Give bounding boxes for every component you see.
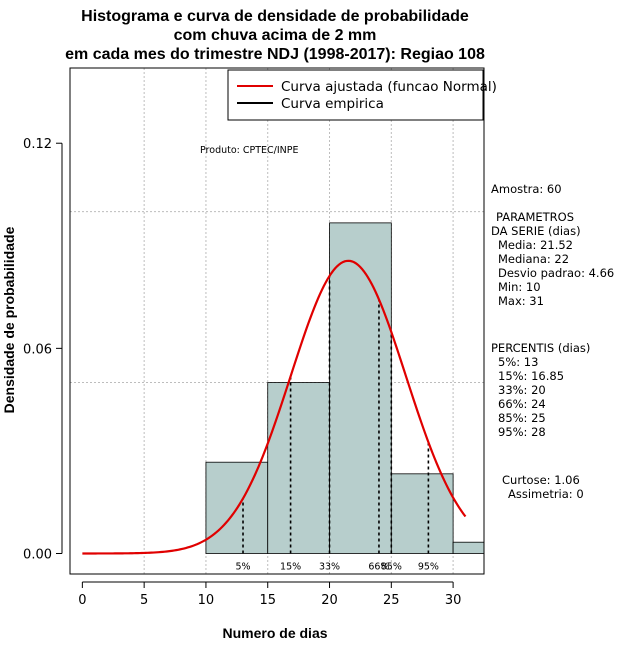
- stat-p33: 33%: 20: [498, 383, 546, 397]
- fitted-normal-curve: [82, 259, 467, 555]
- y-tick-label: 0.00: [23, 547, 52, 562]
- x-tick-label: 5: [140, 593, 148, 608]
- x-tick-label: 30: [445, 593, 462, 608]
- x-tick-label: 10: [198, 593, 215, 608]
- legend-entry-fitted: Curva ajustada (funcao Normal): [281, 79, 497, 95]
- histogram-bar: [390, 473, 454, 554]
- stat-p66: 66%: 24: [498, 397, 546, 411]
- product-annotation: Produto: CPTEC/INPE: [200, 145, 299, 156]
- percentile-layer: 5% 15% 33% 66%85% 95%: [235, 275, 439, 572]
- stat-desvio: Desvio padrao: 4.66: [498, 266, 614, 280]
- histogram-bar: [329, 222, 392, 554]
- stat-p85: 85%: 25: [498, 411, 546, 425]
- legend: Curva ajustada (funcao Normal) Curva emp…: [227, 69, 497, 121]
- stat-min: Min: 10: [498, 280, 541, 294]
- bars-layer: [205, 222, 485, 554]
- stat-media: Media: 21.52: [498, 238, 573, 252]
- chart-title-line-1: Histograma e curva de densidade de proba…: [81, 8, 469, 25]
- y-tick-label: 0.12: [23, 137, 52, 152]
- stat-p15: 15%: 16.85: [498, 369, 564, 383]
- stat-p95: 95%: 28: [498, 425, 546, 439]
- percentile-marker-label: 66%: [368, 561, 389, 572]
- stat-max: Max: 31: [498, 294, 544, 308]
- stat-param-title-1: PARAMETROS: [496, 210, 574, 224]
- stat-p5: 5%: 13: [498, 355, 538, 369]
- x-tick-label: 25: [383, 593, 400, 608]
- axes-layer: 0 5 10 15 20 25 30 0.00 0.06 0.12: [23, 137, 461, 608]
- chart-title-line-3: em cada mes do trimestre NDJ (1998-2017)…: [65, 46, 485, 63]
- chart-title-line-2: com chuva acima de 2 mm: [174, 27, 377, 44]
- percentile-marker-label: 95%: [418, 561, 439, 572]
- y-axis-label: Densidade de probabilidade: [1, 226, 17, 413]
- legend-entry-empirical: Curva empirica: [281, 96, 384, 112]
- stat-assimetria: Assimetria: 0: [508, 487, 584, 501]
- percentile-marker-label: 85%: [381, 561, 402, 572]
- stat-percentis-title: PERCENTIS (dias): [491, 341, 590, 355]
- percentile-marker-label: 5%: [235, 561, 250, 572]
- stat-param-title-2: DA SERIE (dias): [491, 224, 581, 238]
- stats-panel: Amostra: 60 PARAMETROS DA SERIE (dias) M…: [491, 182, 614, 501]
- x-tick-label: 15: [259, 593, 276, 608]
- plot-frame: [69, 67, 485, 575]
- curve-layer: [82, 259, 467, 555]
- stat-curtose: Curtose: 1.06: [502, 473, 580, 487]
- y-tick-label: 0.06: [23, 342, 52, 357]
- histogram-bar: [452, 541, 485, 554]
- legend-box: [227, 69, 484, 121]
- x-tick-label: 20: [321, 593, 338, 608]
- histogram-bar: [267, 382, 330, 554]
- x-tick-label: 0: [78, 593, 86, 608]
- x-axis-label: Numero de dias: [222, 625, 327, 641]
- stat-mediana: Mediana: 22: [498, 252, 569, 266]
- percentile-marker-label: 33%: [319, 561, 340, 572]
- stat-amostra: Amostra: 60: [491, 182, 562, 196]
- percentile-marker-label: 15%: [280, 561, 301, 572]
